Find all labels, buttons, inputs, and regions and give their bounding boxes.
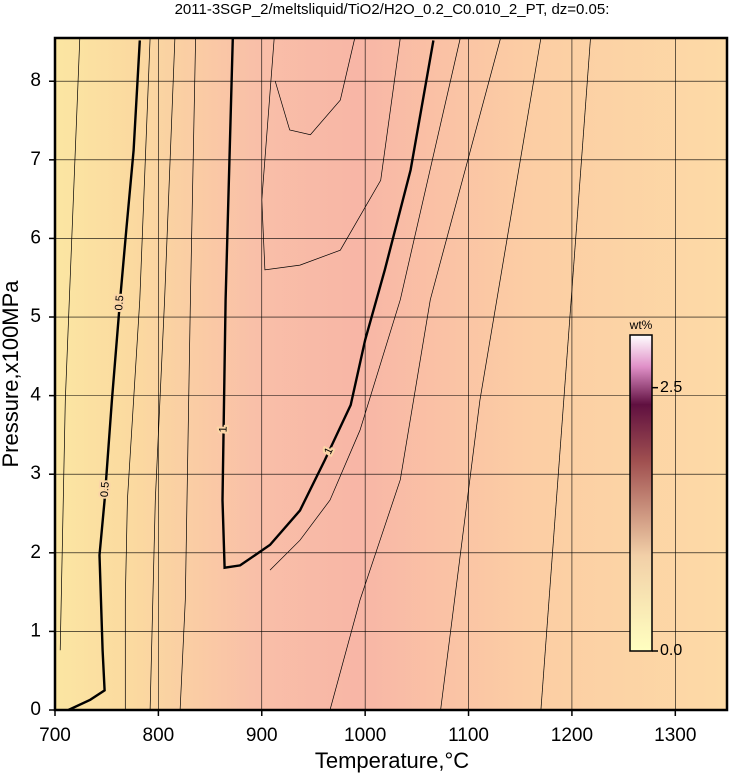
colorbar-tick-label: 2.5 bbox=[660, 379, 682, 396]
y-tick-label: 6 bbox=[30, 227, 41, 248]
contour-line bbox=[329, 37, 501, 711]
y-axis-label: Pressure,x100MPa bbox=[0, 280, 23, 468]
colorbar-label: wt% bbox=[629, 318, 653, 332]
contour-line bbox=[269, 37, 461, 571]
y-tick-label: 2 bbox=[30, 542, 41, 563]
x-tick-label: 1200 bbox=[551, 725, 593, 746]
y-tick-label: 8 bbox=[30, 70, 41, 91]
x-tick-label: 800 bbox=[143, 725, 175, 746]
chart-title: 2011-3SGP_2/meltsliquid/TiO2/H2O_0.2_C0.… bbox=[175, 1, 610, 18]
contour-label: 0.5 bbox=[113, 295, 126, 311]
contour-line bbox=[440, 37, 542, 711]
plot-background bbox=[55, 38, 727, 710]
contour-label: 0.5 bbox=[99, 481, 112, 497]
x-tick-label: 1100 bbox=[448, 725, 489, 746]
colorbar bbox=[629, 334, 653, 652]
contour-line bbox=[179, 37, 196, 711]
plot-frame bbox=[53, 36, 729, 712]
contour-label: 1 bbox=[217, 426, 229, 432]
x-tick-label: 900 bbox=[246, 725, 278, 746]
contour-line bbox=[540, 37, 591, 711]
x-tick-label: 1000 bbox=[344, 725, 386, 746]
contour-line bbox=[274, 37, 356, 136]
colorbar-tick-label: 0.0 bbox=[660, 642, 682, 659]
contour-line bbox=[124, 37, 151, 710]
y-tick-label: 0 bbox=[30, 699, 41, 720]
x-tick-label: 1300 bbox=[654, 725, 696, 746]
y-tick-label: 1 bbox=[30, 620, 41, 641]
x-axis-label: Temperature,°C bbox=[315, 748, 469, 773]
contour-line bbox=[59, 37, 81, 651]
y-tick-label: 7 bbox=[30, 149, 41, 170]
contour-line bbox=[67, 40, 141, 712]
contour-line bbox=[261, 37, 401, 271]
y-tick-label: 3 bbox=[30, 463, 41, 484]
x-tick-label: 700 bbox=[39, 725, 71, 746]
y-tick-label: 4 bbox=[30, 385, 41, 406]
contour-line bbox=[221, 37, 435, 570]
plot-area: 0.50.511 bbox=[54, 37, 727, 712]
contour-line bbox=[149, 37, 176, 711]
y-tick-label: 5 bbox=[30, 306, 41, 327]
